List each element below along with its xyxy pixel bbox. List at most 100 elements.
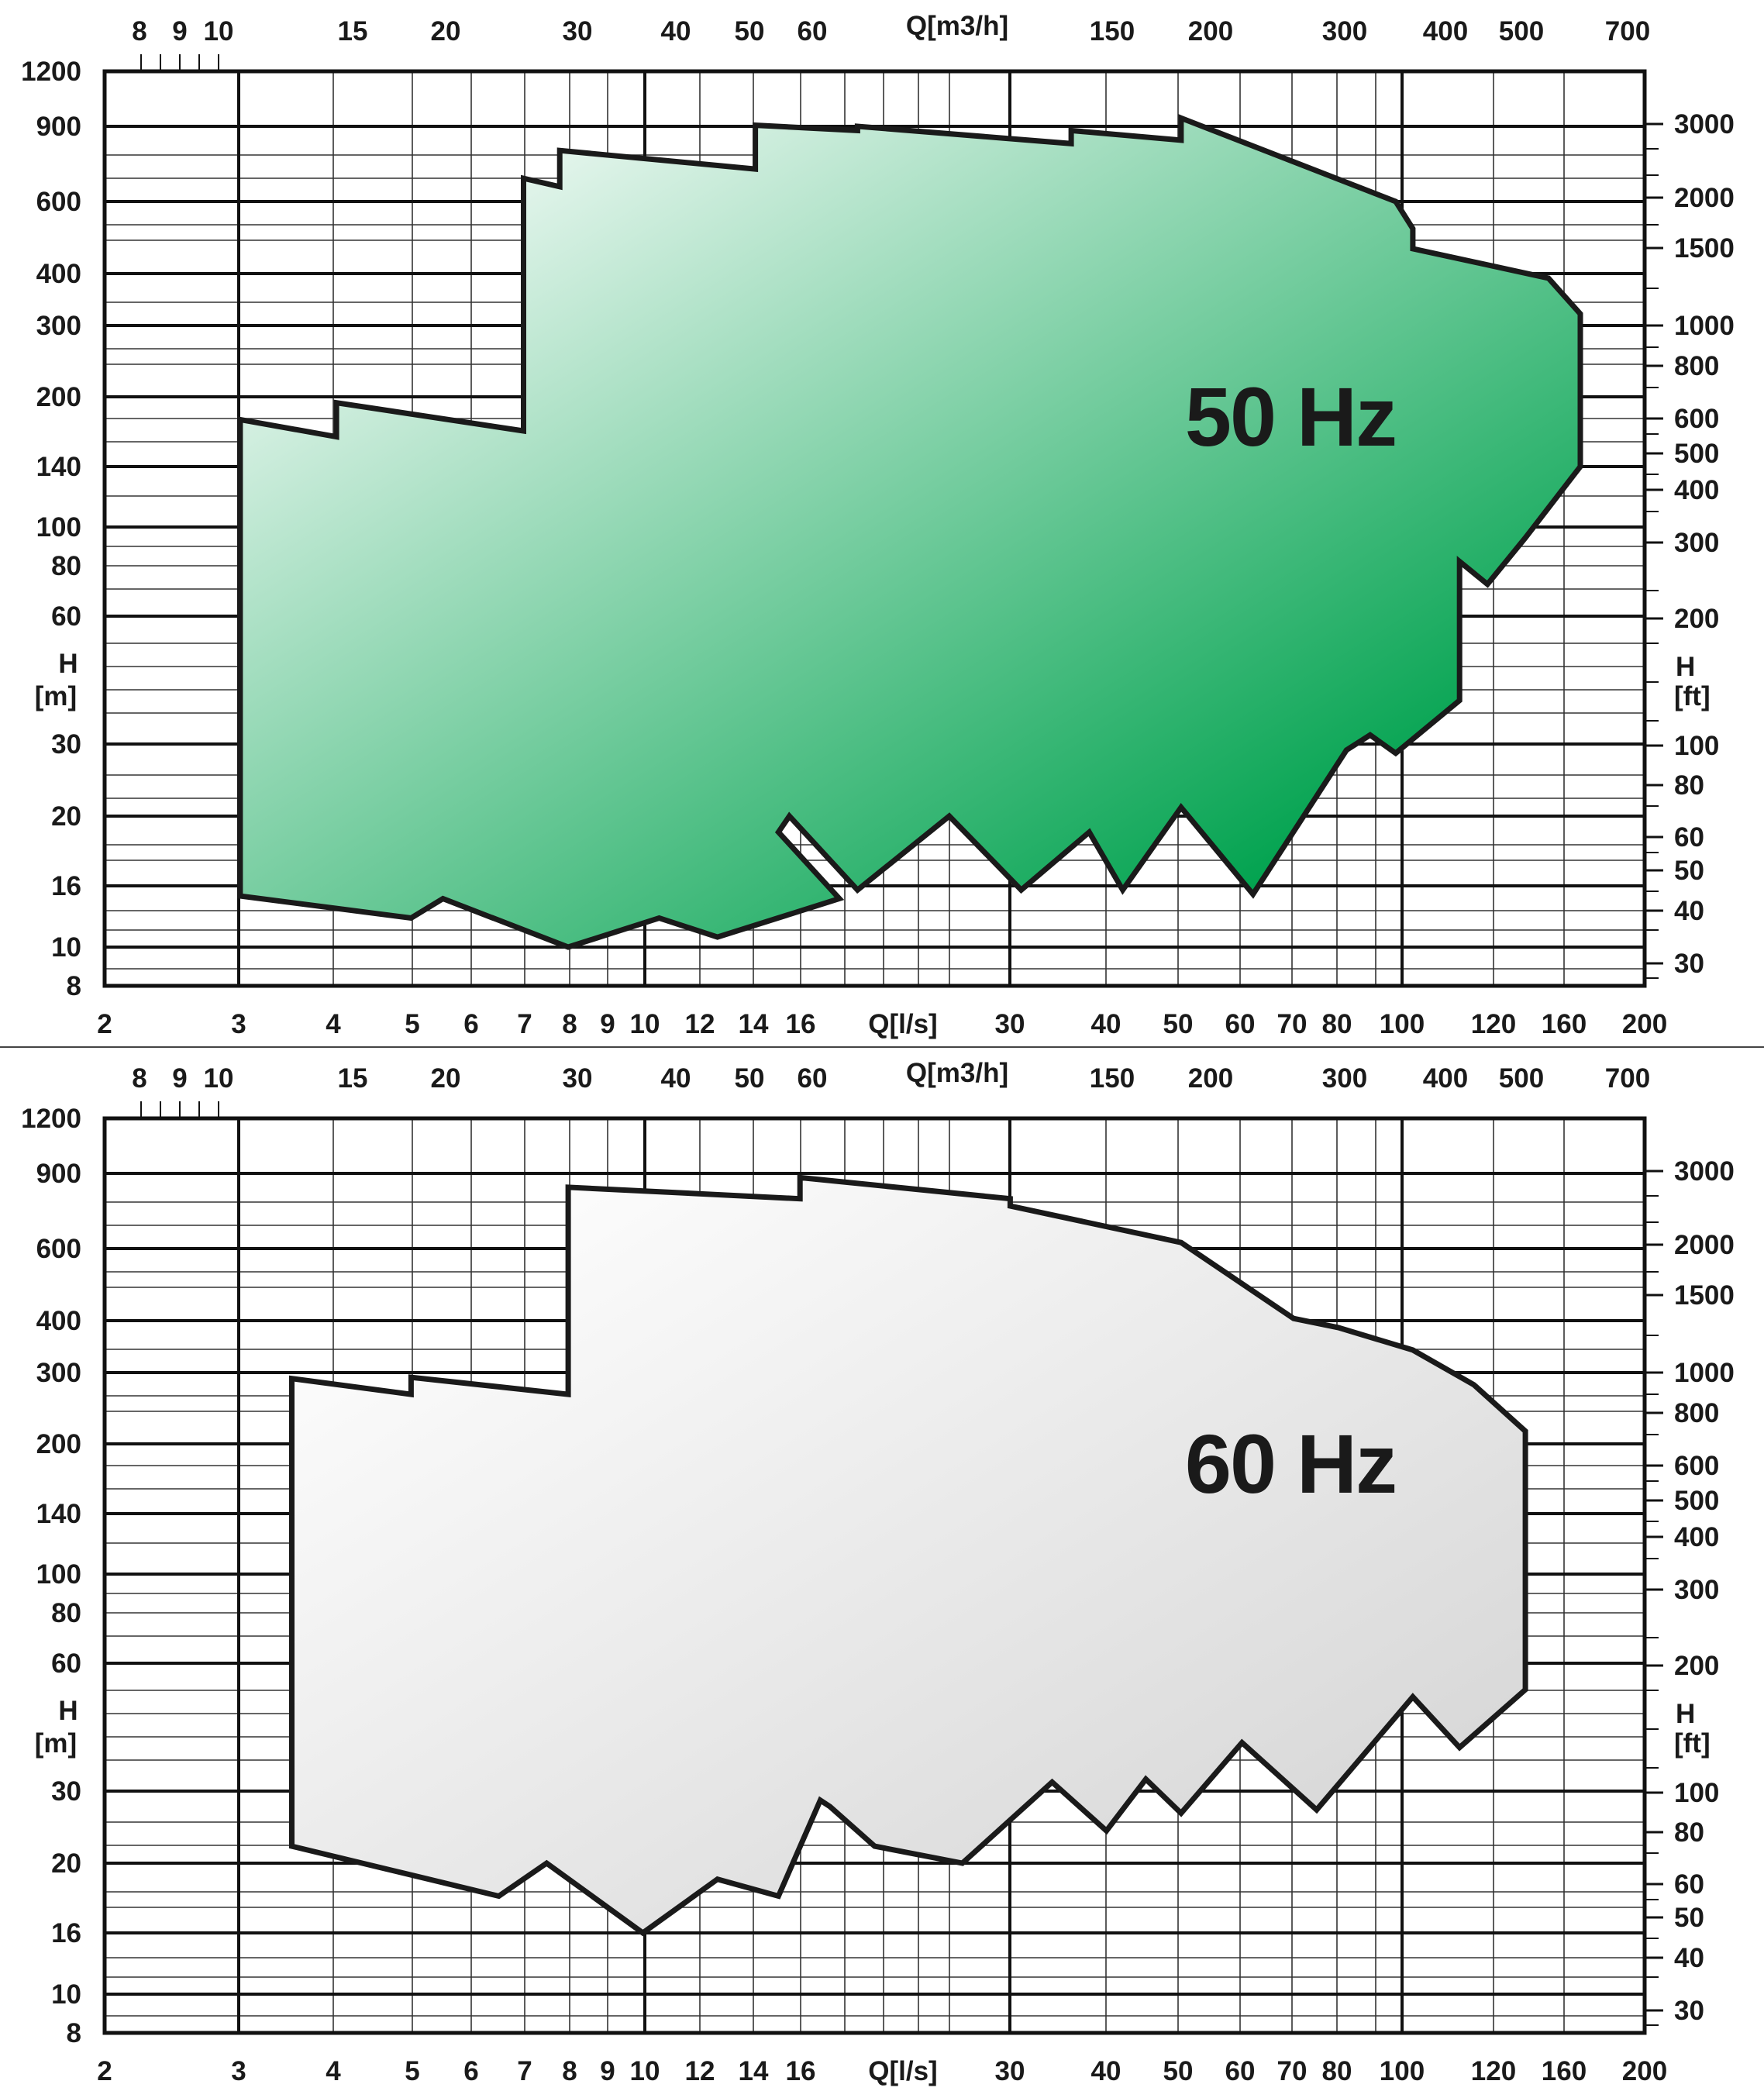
y-tick-label: 16 <box>51 1918 81 1948</box>
top-x-tick-label: 200 <box>1188 16 1233 47</box>
y-tick-label: 600 <box>36 187 81 217</box>
x-tick-label: 60 <box>1225 1009 1256 1039</box>
y-tick-label: 600 <box>36 1234 81 1264</box>
x-tick-label: 100 <box>1380 2056 1425 2086</box>
x-tick-label: 40 <box>1091 1009 1121 1039</box>
top-x-tick-label: 20 <box>431 16 461 47</box>
y2-tick-label: 50 <box>1674 856 1704 886</box>
y2-tick-label: 800 <box>1674 1398 1719 1428</box>
y2-axis-title: H <box>1676 1699 1695 1729</box>
y-tick-label: 140 <box>36 1499 81 1529</box>
plot-frame <box>102 69 1647 988</box>
top-x-tick-label: 50 <box>735 1063 765 1094</box>
y2-tick-label: 60 <box>1674 822 1704 853</box>
top-x-tick-label: 40 <box>661 16 691 47</box>
chart-60hz: 2 3 4 5 6 7 8 9 10 12 14 16 30 40 50 60 70 80 100 120 160 200… <box>21 1058 1735 2086</box>
x-tick-label: 8 <box>562 2056 577 2086</box>
y2-tick-label: 200 <box>1674 604 1719 634</box>
operating-range-area <box>289 1174 1528 1937</box>
x-tick-label: 2 <box>97 2056 112 2086</box>
top-x-tick-label: 200 <box>1188 1063 1233 1094</box>
x-tick-label: 200 <box>1622 2056 1667 2086</box>
x-tick-label: 9 <box>600 1009 615 1039</box>
x-tick-label: 60 <box>1225 2056 1256 2086</box>
y2-tick-label: 500 <box>1674 439 1719 469</box>
top-x-tick-label: 10 <box>204 16 234 47</box>
x-tick-label: 70 <box>1277 1009 1307 1039</box>
y2-tick-label: 100 <box>1674 731 1719 761</box>
x-axis-title: Q[l/s] <box>868 1009 937 1039</box>
x-tick-label: 80 <box>1322 1009 1352 1039</box>
plot-frame <box>102 1116 1647 2035</box>
x-tick-label: 100 <box>1380 1009 1425 1039</box>
y-tick-label: 60 <box>51 1648 81 1679</box>
y2-tick-label: 30 <box>1674 949 1704 979</box>
y-tick-label: 100 <box>36 1559 81 1590</box>
top-x-tick-label: 60 <box>798 16 828 47</box>
y-tick-label: 8 <box>67 971 81 1001</box>
x-tick-label: 5 <box>405 1009 419 1039</box>
y2-tick-label: 40 <box>1674 896 1704 926</box>
y-tick-label: 300 <box>36 311 81 341</box>
top-x-tick-label: 60 <box>798 1063 828 1094</box>
x-tick-label: 12 <box>685 1009 715 1039</box>
y-tick-label: 10 <box>51 1979 81 2010</box>
top-x-tick-label: 9 <box>172 16 187 47</box>
x-tick-label: 30 <box>995 2056 1025 2086</box>
x-tick-label: 4 <box>326 1009 341 1039</box>
y2-tick-label: 800 <box>1674 351 1719 381</box>
y-tick-label: 140 <box>36 452 81 482</box>
y-tick-label: 20 <box>51 1848 81 1879</box>
top-x-tick-label: 500 <box>1499 16 1544 47</box>
y2-tick-label: 300 <box>1674 528 1719 558</box>
y-tick-label: 200 <box>36 1429 81 1459</box>
x-tick-label: 120 <box>1471 1009 1516 1039</box>
top-x-tick-label: 15 <box>338 1063 368 1094</box>
x-tick-label: 7 <box>517 1009 532 1039</box>
x-tick-label: 160 <box>1542 2056 1587 2086</box>
y-tick-label: 80 <box>51 1598 81 1628</box>
y2-tick-label: 200 <box>1674 1651 1719 1681</box>
y2-tick-label: 1000 <box>1674 311 1735 341</box>
top-x-axis-title: Q[m3/h] <box>906 1058 1008 1088</box>
x-tick-label: 9 <box>600 2056 615 2086</box>
top-x-tick-label: 300 <box>1322 16 1367 47</box>
x-tick-label: 70 <box>1277 2056 1307 2086</box>
x-tick-label: 3 <box>231 2056 246 2086</box>
y-tick-label: 400 <box>36 1306 81 1336</box>
top-x-tick-label: 700 <box>1605 16 1650 47</box>
y-tick-label: 20 <box>51 801 81 832</box>
top-x-tick-label: 30 <box>563 1063 593 1094</box>
top-x-tick-label: 150 <box>1090 1063 1135 1094</box>
x-tick-label: 10 <box>630 1009 660 1039</box>
x-tick-label: 50 <box>1163 2056 1194 2086</box>
y2-axis-unit: [ft] <box>1674 1728 1711 1759</box>
frequency-label: 60 Hz <box>1185 1417 1396 1511</box>
x-tick-label: 6 <box>463 1009 478 1039</box>
x-tick-label: 30 <box>995 1009 1025 1039</box>
y-tick-label: 200 <box>36 382 81 412</box>
y-tick-label: 8 <box>67 2018 81 2048</box>
top-x-tick-label: 15 <box>338 16 368 47</box>
x-tick-label: 14 <box>739 1009 769 1039</box>
top-x-tick-label: 40 <box>661 1063 691 1094</box>
top-x-tick-label: 8 <box>132 1063 146 1094</box>
top-x-tick-label: 500 <box>1499 1063 1544 1094</box>
y-tick-label: 400 <box>36 259 81 289</box>
y-axis-title: H <box>58 649 78 679</box>
top-x-tick-label: 30 <box>563 16 593 47</box>
y-tick-label: 60 <box>51 601 81 632</box>
y-tick-label: 30 <box>51 1776 81 1807</box>
x-tick-label: 16 <box>786 1009 816 1039</box>
y2-tick-label: 1500 <box>1674 1280 1735 1311</box>
y2-tick-label: 1000 <box>1674 1358 1735 1388</box>
y2-axis-title: H <box>1676 652 1695 682</box>
x-tick-label: 50 <box>1163 1009 1194 1039</box>
x-tick-label: 12 <box>685 2056 715 2086</box>
y2-tick-label: 40 <box>1674 1943 1704 1973</box>
y-tick-label: 900 <box>36 1159 81 1189</box>
top-x-tick-label: 400 <box>1423 1063 1468 1094</box>
top-x-tick-label: 50 <box>735 16 765 47</box>
y-tick-label: 80 <box>51 551 81 581</box>
